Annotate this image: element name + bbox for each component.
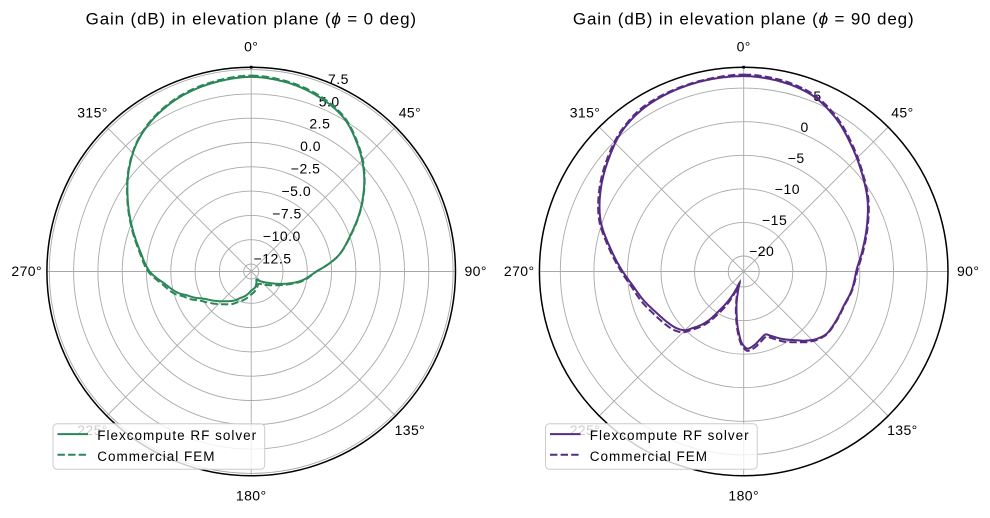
svg-text:135°: 135°	[395, 422, 426, 438]
svg-text:90°: 90°	[957, 263, 979, 279]
svg-text:−12.5: −12.5	[254, 250, 292, 266]
svg-text:180°: 180°	[728, 488, 759, 504]
svg-text:90°: 90°	[465, 263, 487, 279]
svg-text:−5: −5	[788, 150, 805, 166]
svg-text:−15: −15	[762, 212, 787, 228]
svg-text:Flexcompute RF solver: Flexcompute RF solver	[97, 428, 257, 443]
svg-text:Flexcompute RF solver: Flexcompute RF solver	[590, 428, 750, 443]
svg-text:0°: 0°	[737, 39, 751, 55]
svg-text:Commercial FEM: Commercial FEM	[590, 449, 708, 464]
svg-text:7.5: 7.5	[328, 71, 349, 87]
svg-text:315°: 315°	[570, 105, 601, 121]
svg-text:−10: −10	[775, 181, 800, 197]
svg-text:−7.5: −7.5	[272, 206, 302, 222]
svg-text:270°: 270°	[11, 263, 42, 279]
svg-text:−2.5: −2.5	[291, 161, 321, 177]
svg-text:−5.0: −5.0	[282, 183, 312, 199]
svg-text:315°: 315°	[77, 105, 108, 121]
svg-text:−20: −20	[749, 243, 774, 259]
svg-text:5.0: 5.0	[319, 93, 340, 109]
svg-text:−10.0: −10.0	[263, 228, 301, 244]
svg-text:0.0: 0.0	[300, 138, 321, 154]
svg-text:45°: 45°	[399, 105, 421, 121]
svg-text:0°: 0°	[244, 39, 258, 55]
svg-text:45°: 45°	[891, 105, 913, 121]
svg-text:Gain (dB) in elevation plane (: Gain (dB) in elevation plane (ϕ = 0 deg)	[86, 9, 417, 28]
svg-text:Gain (dB) in elevation plane (: Gain (dB) in elevation plane (ϕ = 90 deg…	[573, 9, 915, 28]
svg-text:0: 0	[801, 119, 809, 135]
svg-text:135°: 135°	[887, 422, 918, 438]
svg-text:270°: 270°	[504, 263, 535, 279]
svg-text:180°: 180°	[236, 488, 267, 504]
svg-text:Commercial FEM: Commercial FEM	[97, 449, 215, 464]
svg-text:2.5: 2.5	[309, 116, 330, 132]
svg-text:5: 5	[813, 88, 821, 104]
